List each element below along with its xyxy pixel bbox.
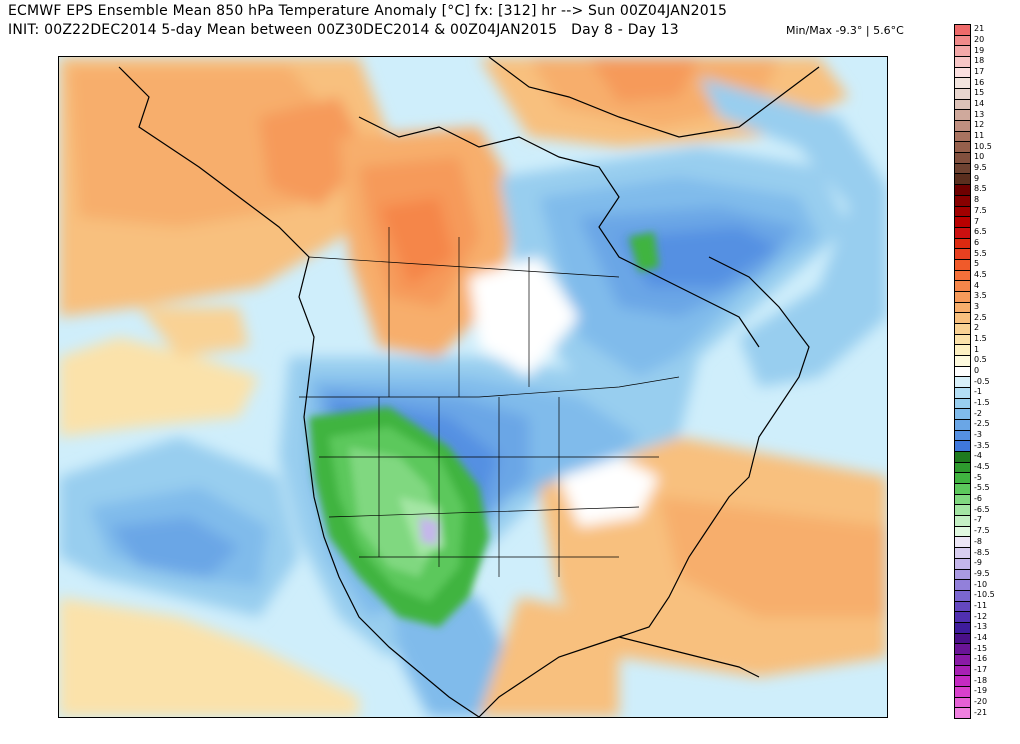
colorbar-label: -3 xyxy=(974,430,982,440)
colorbar-label: 11 xyxy=(974,131,985,141)
anomaly-map xyxy=(58,56,888,718)
colorbar-label: 12 xyxy=(974,120,985,130)
colorbar-label: 9 xyxy=(974,173,980,183)
colorbar-label: -1.5 xyxy=(974,398,990,408)
colorbar-label: 3.5 xyxy=(974,291,987,301)
colorbar-label: -4 xyxy=(974,451,982,461)
colorbar-label: -2 xyxy=(974,408,982,418)
min-max-readout: Min/Max -9.3° | 5.6°C xyxy=(786,24,904,37)
colorbar-label: -21 xyxy=(974,707,988,717)
colorbar-label: -10.5 xyxy=(974,590,995,600)
colorbar-label: 5.5 xyxy=(974,248,987,258)
chart-title: ECMWF EPS Ensemble Mean 850 hPa Temperat… xyxy=(8,3,728,19)
colorbar-label: 5 xyxy=(974,259,980,269)
colorbar-label: 1.5 xyxy=(974,333,987,343)
colorbar-label: 15 xyxy=(974,88,985,98)
colorbar-label: -18 xyxy=(974,675,988,685)
colorbar-label: -7 xyxy=(974,515,982,525)
colorbar-label: 7 xyxy=(974,216,980,226)
colorbar-label: 6.5 xyxy=(974,227,987,237)
colorbar-swatch xyxy=(954,707,971,719)
colorbar-label: 18 xyxy=(974,56,985,66)
colorbar-label: 8.5 xyxy=(974,184,987,194)
colorbar-label: 21 xyxy=(974,24,985,34)
political-borders xyxy=(299,227,680,577)
colorbar-label: 8 xyxy=(974,195,980,205)
colorbar-label: -0.5 xyxy=(974,376,990,386)
colorbar-label: 4 xyxy=(974,280,980,290)
map-canvas xyxy=(59,57,887,717)
colorbar-label: -13 xyxy=(974,622,988,632)
colorbar-label: -4.5 xyxy=(974,462,990,472)
colorbar-label: 1 xyxy=(974,344,980,354)
colorbar-label: 9.5 xyxy=(974,163,987,173)
colorbar-label: -9.5 xyxy=(974,568,990,578)
colorbar-label: -3.5 xyxy=(974,440,990,450)
colorbar-label: 10 xyxy=(974,152,985,162)
colorbar-label: 0.5 xyxy=(974,355,987,365)
colorbar-label: -14 xyxy=(974,632,988,642)
colorbar-label: 16 xyxy=(974,77,985,87)
colorbar-label: 13 xyxy=(974,109,985,119)
colorbar-label: -15 xyxy=(974,643,988,653)
colorbar-label: -2.5 xyxy=(974,419,990,429)
chart-subtitle: INIT: 00Z22DEC2014 5-day Mean between 00… xyxy=(8,22,679,38)
color-scale-legend: 21 20 19 18 17 16 15 14 13 12 11 10.5 10 9.5 9 8.5 8 7.5 7… xyxy=(954,24,1014,719)
colorbar-label: 19 xyxy=(974,45,985,55)
colorbar-label: -17 xyxy=(974,664,988,674)
colorbar-label: 4.5 xyxy=(974,269,987,279)
coastlines xyxy=(118,57,820,717)
colorbar-label: -5.5 xyxy=(974,483,990,493)
colorbar-label: -1 xyxy=(974,387,982,397)
colorbar-label: 2 xyxy=(974,323,980,333)
colorbar-label: -7.5 xyxy=(974,526,990,536)
colorbar-label: 2.5 xyxy=(974,312,987,322)
colorbar-label: 14 xyxy=(974,99,985,109)
colorbar-label: -6 xyxy=(974,494,982,504)
colorbar-label: -12 xyxy=(974,611,988,621)
colorbar-label: 6 xyxy=(974,237,980,247)
colorbar-label: -20 xyxy=(974,696,988,706)
colorbar-label: -19 xyxy=(974,686,988,696)
colorbar-label: -10 xyxy=(974,579,988,589)
colorbar-label: -8.5 xyxy=(974,547,990,557)
colorbar-label: 0 xyxy=(974,366,980,375)
colorbar-label: -5 xyxy=(974,472,982,482)
colorbar-label: 10.5 xyxy=(974,141,992,151)
colorbar-label: -9 xyxy=(974,558,982,568)
colorbar-label: 20 xyxy=(974,35,985,44)
colorbar-label: -16 xyxy=(974,654,988,664)
colorbar-label: 3 xyxy=(974,301,980,311)
colorbar-label: 7.5 xyxy=(974,205,987,215)
colorbar-label: 17 xyxy=(974,67,985,77)
colorbar-label: -6.5 xyxy=(974,504,990,514)
colorbar-label: -8 xyxy=(974,536,982,546)
colorbar-label: -11 xyxy=(974,600,988,610)
